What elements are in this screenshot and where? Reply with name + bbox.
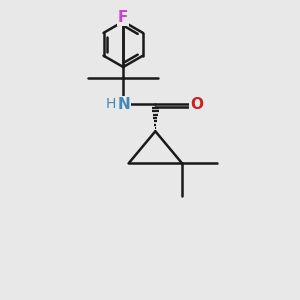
Text: N: N xyxy=(117,97,130,112)
Text: F: F xyxy=(118,10,128,25)
Text: O: O xyxy=(190,97,203,112)
Text: H: H xyxy=(106,98,116,112)
